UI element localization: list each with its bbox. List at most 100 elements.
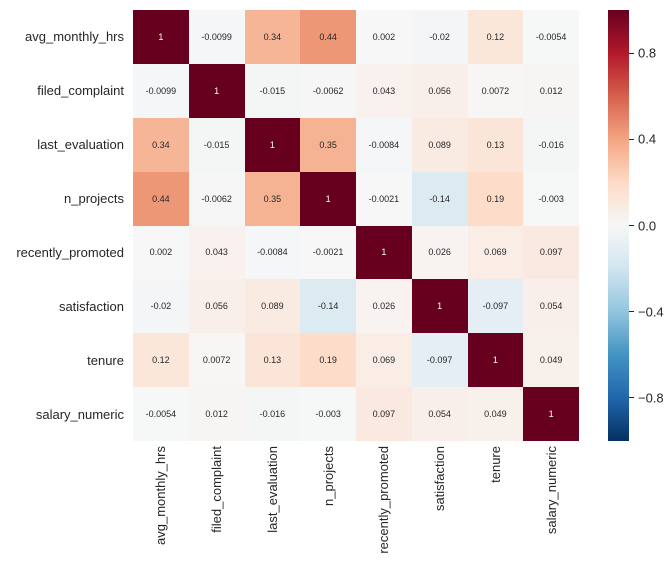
cell-value: -0.003 (315, 409, 341, 420)
x-tick-label: salary_numeric (543, 446, 559, 535)
x-tick-column: salary_numeric (523, 446, 579, 574)
heatmap-cell: -0.016 (523, 117, 579, 172)
cell-value: -0.14 (429, 193, 450, 204)
cell-value: 0.0072 (202, 355, 231, 366)
heatmap-cell: 0.13 (467, 117, 524, 172)
heatmap-cell: -0.14 (300, 279, 356, 334)
heatmap-cell: 0.19 (300, 333, 356, 388)
cell-value: 0.12 (152, 355, 170, 366)
colorbar-tick-label: −0.8 (638, 390, 664, 406)
y-tick-label: salary_numeric (35, 406, 124, 422)
cell-value: 0.35 (319, 139, 337, 150)
x-tick-label: avg_monthly_hrs (153, 446, 169, 545)
y-tick-label: n_projects (64, 191, 124, 207)
cell-value: 0.097 (539, 247, 563, 258)
cell-value: 0.19 (319, 355, 337, 366)
heatmap-cell: 0.0072 (467, 63, 524, 118)
heatmap-cell: -0.0099 (188, 10, 245, 64)
x-tick-column: filed_complaint (189, 446, 245, 574)
cell-value: -0.0062 (201, 193, 232, 204)
heatmap-cell: 0.012 (188, 387, 245, 441)
cell-value: 0.089 (428, 139, 451, 150)
heatmap-cell: 0.12 (133, 333, 189, 388)
cell-value: 0.34 (263, 31, 282, 42)
heatmap-cell: -0.003 (300, 387, 356, 441)
cell-value: 0.026 (428, 247, 451, 258)
cell-value: 1 (158, 31, 164, 42)
cell-value: 0.026 (372, 301, 396, 312)
cell-value: 0.19 (486, 193, 505, 204)
heatmap-cell: -0.0054 (133, 387, 189, 441)
colorbar-tick (629, 311, 634, 313)
colorbar-tick-label: 0.4 (638, 131, 657, 147)
cell-value: 0.097 (372, 409, 396, 420)
cell-value: 0.44 (319, 31, 337, 42)
heatmap-cell: -0.015 (188, 117, 245, 172)
heatmap-cell: -0.0099 (133, 63, 189, 118)
cell-value: 0.069 (372, 355, 396, 366)
cell-value: -0.0054 (535, 31, 567, 42)
cell-value: -0.02 (150, 301, 172, 312)
heatmap-cell: 0.056 (188, 279, 245, 334)
heatmap-cell: 0.44 (300, 10, 356, 64)
x-tick-label: last_evaluation (264, 446, 280, 533)
heatmap-cell: 0.34 (244, 10, 301, 64)
cell-value: 0.13 (486, 139, 505, 150)
cell-value: -0.0084 (368, 139, 400, 150)
cell-value: -0.0054 (145, 409, 177, 420)
cell-value: 0.043 (205, 247, 228, 258)
cell-value: 0.054 (539, 301, 563, 312)
x-tick-label: filed_complaint (209, 446, 225, 533)
colorbar-tick (629, 397, 634, 399)
cell-value: 1 (214, 85, 220, 96)
x-tick-column: avg_monthly_hrs (133, 446, 189, 574)
x-tick-column: recently_promoted (356, 446, 412, 574)
cell-value: 0.35 (263, 193, 282, 204)
heatmap-cell: 0.34 (133, 117, 189, 172)
heatmap-cell: 0.44 (133, 171, 189, 226)
heatmap-cell: 0.043 (356, 63, 412, 118)
colorbar: 0.8 0.4 0.0 −0.4 −0.8 (608, 10, 672, 441)
heatmap-cell: 0.097 (356, 387, 412, 441)
heatmap-cell: -0.0084 (244, 225, 301, 280)
x-tick-label: satisfaction (432, 446, 448, 512)
heatmap-cell: -0.02 (133, 279, 189, 334)
cell-value: 1 (381, 247, 387, 258)
heatmap-cell: 0.056 (411, 63, 468, 118)
heatmap-cell: -0.0084 (356, 117, 412, 172)
cell-value: 0.012 (539, 85, 563, 96)
heatmap-cell: -0.016 (244, 387, 301, 441)
cell-value: -0.0062 (312, 85, 344, 96)
x-tick-label: recently_promoted (376, 446, 392, 554)
cell-value: 0.13 (263, 355, 282, 366)
cell-value: 0.0072 (481, 85, 510, 96)
cell-value: 1 (548, 409, 554, 420)
x-tick-label: tenure (487, 446, 503, 483)
colorbar-tick (629, 52, 634, 54)
heatmap-cell: 0.069 (356, 333, 412, 388)
heatmap-cell: -0.02 (411, 10, 468, 64)
cell-value: 0.44 (152, 193, 170, 204)
cell-value: 0.34 (152, 139, 170, 150)
heatmap-cell: -0.097 (411, 333, 468, 388)
x-tick-column: last_evaluation (245, 446, 301, 574)
heatmap-cell: 0.054 (523, 279, 579, 334)
cell-value: 0.056 (428, 85, 451, 96)
cell-value: 0.054 (428, 409, 451, 420)
cell-value: 0.056 (205, 301, 228, 312)
cell-value: -0.016 (538, 139, 564, 150)
heatmap-cell: 0.049 (523, 333, 579, 388)
y-tick-label: last_evaluation (37, 137, 124, 153)
cell-value: 0.069 (484, 247, 507, 258)
heatmap-cell: -0.0062 (300, 63, 356, 118)
heatmap-cell: 1 (244, 117, 301, 172)
heatmap-cell: -0.0062 (188, 171, 245, 226)
cell-value: -0.003 (538, 193, 564, 204)
cell-value: 1 (325, 193, 331, 204)
colorbar-tick (629, 225, 634, 226)
heatmap-cell: 1 (467, 333, 524, 388)
cell-value: -0.0099 (201, 31, 232, 42)
colorbar-gradient (608, 10, 629, 441)
y-tick-label: tenure (87, 352, 124, 368)
x-tick-column: satisfaction (412, 446, 468, 574)
